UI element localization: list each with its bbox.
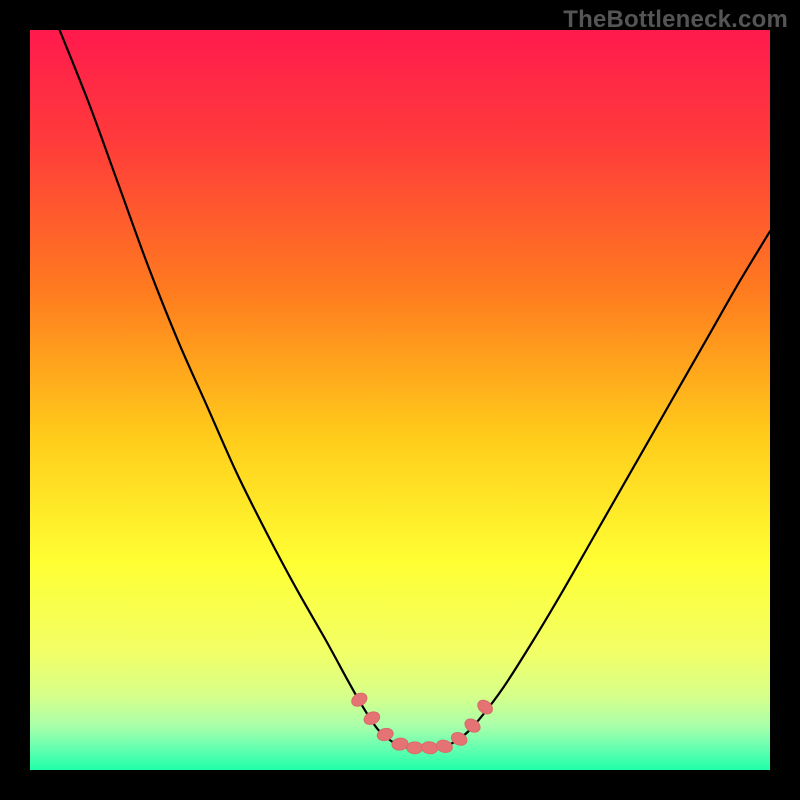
- watermark-text: TheBottleneck.com: [563, 6, 788, 34]
- bottleneck-chart: [30, 30, 770, 770]
- chart-frame: TheBottleneck.com: [0, 0, 800, 800]
- gradient-background: [30, 30, 770, 770]
- plot-area: [30, 30, 770, 770]
- trough-marker: [407, 742, 423, 754]
